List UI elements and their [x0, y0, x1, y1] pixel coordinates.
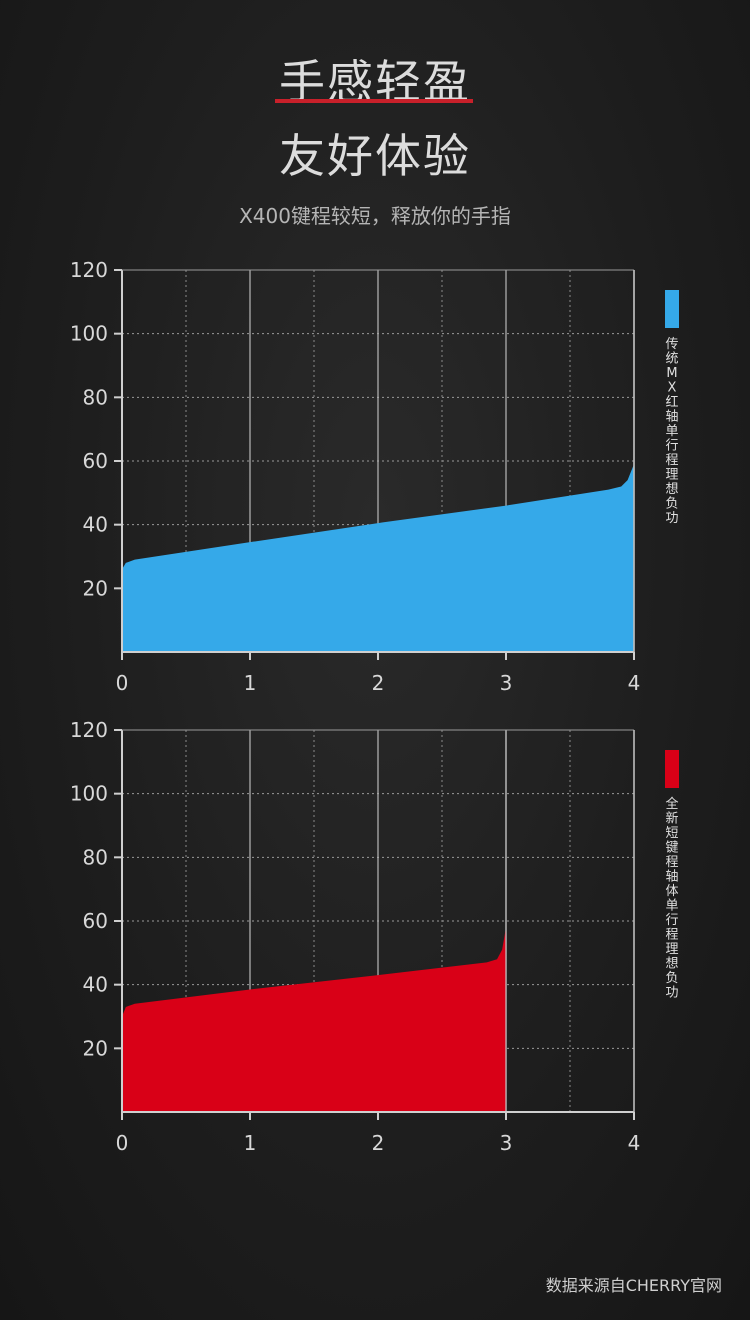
- legend-swatch: [665, 750, 679, 788]
- y-tick-label: 80: [83, 385, 108, 409]
- y-tick-label: 40: [83, 513, 108, 537]
- x-tick-label: 0: [116, 671, 129, 695]
- x-tick-label: 0: [116, 1131, 129, 1155]
- y-tick-label: 20: [83, 1036, 108, 1060]
- title-line-2: 友好体验: [279, 129, 471, 183]
- x-tick-label: 1: [244, 1131, 257, 1155]
- x-tick-label: 1: [244, 671, 257, 695]
- legend-label: 全新短键程轴体单行程理想负功: [665, 796, 678, 1001]
- y-tick-label: 60: [83, 909, 108, 933]
- series-area-1: [122, 464, 634, 652]
- x-tick-label: 2: [372, 1131, 385, 1155]
- chart-short-travel: 20 40 60 80 100 120 0 1 2 3 4 全新短键程轴体单行程理想负功: [70, 718, 679, 1155]
- source-note: 数据来源自CHERRY官网: [545, 1276, 722, 1295]
- y-tick-label: 60: [83, 449, 108, 473]
- x-tick-label: 4: [628, 1131, 641, 1155]
- y-tick-label: 100: [70, 322, 108, 346]
- x-tick-label: 2: [372, 671, 385, 695]
- y-tick-label: 120: [70, 718, 108, 742]
- x-tick-label: 3: [500, 1131, 513, 1155]
- y-tick-label: 80: [83, 845, 108, 869]
- chart-mx-red: 20 40 60 80 100 120 0 1 2 3 4 传统 M X 红轴单行程理想负功: [70, 258, 679, 695]
- legend-swatch: [665, 290, 679, 328]
- y-tick-label: 100: [70, 782, 108, 806]
- y-tick-label: 120: [70, 258, 108, 282]
- series-area-2: [122, 927, 506, 1112]
- subtitle: X400键程较短，释放你的手指: [239, 204, 511, 228]
- y-tick-label: 40: [83, 973, 108, 997]
- x-tick-label: 3: [500, 671, 513, 695]
- x-tick-label: 4: [628, 671, 641, 695]
- y-tick-label: 20: [83, 576, 108, 600]
- legend-label: 传统 M X 红轴单行程理想负功: [665, 337, 678, 526]
- title-underline: [275, 99, 473, 103]
